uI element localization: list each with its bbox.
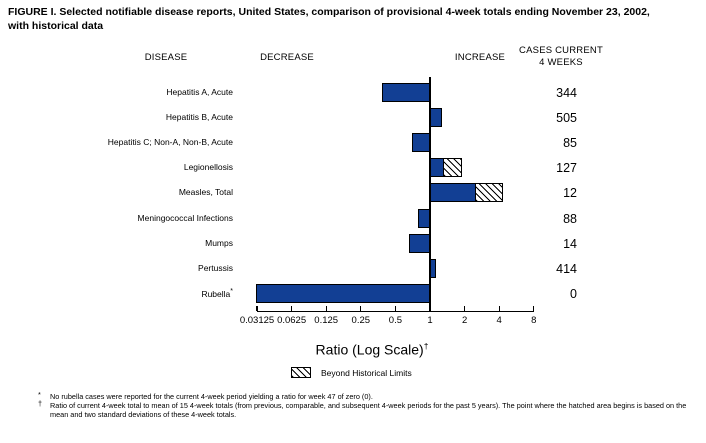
- ratio-bar: [409, 233, 430, 253]
- cases-count: 12: [563, 186, 577, 201]
- legend: Beyond Historical Limits: [291, 367, 412, 378]
- disease-label: Hepatitis A, Acute: [166, 86, 233, 97]
- footnote-ratio-definition: Ratio of current 4-week total to mean of…: [50, 401, 687, 420]
- baseline-rule: [429, 77, 431, 312]
- x-axis-tick: [394, 305, 396, 311]
- footnote-dagger-marker: †: [38, 399, 43, 408]
- x-axis-tick-label: 2: [461, 314, 468, 326]
- x-axis-line: [256, 310, 534, 312]
- disease-label: Mumps: [205, 237, 233, 248]
- x-axis-tick-label: 1: [427, 314, 433, 326]
- x-axis-title: Ratio (Log Scale)†: [315, 341, 429, 358]
- x-axis-tick: [360, 305, 362, 311]
- beyond-historical-limits-bar: [475, 183, 504, 203]
- beyond-historical-limits-bar: [443, 158, 463, 178]
- hatched-swatch-icon: [291, 367, 311, 378]
- x-axis-tick-label: 0.125: [314, 314, 339, 326]
- x-axis-tick-label: 0.03125: [239, 314, 275, 326]
- dagger-icon: †: [423, 341, 429, 351]
- cases-count: 85: [563, 135, 577, 150]
- x-axis-tick-label: 0.0625: [277, 314, 307, 326]
- x-axis-tick: [464, 305, 466, 311]
- disease-label: Hepatitis B, Acute: [165, 111, 233, 122]
- column-header-increase: INCREASE: [454, 52, 506, 63]
- x-axis-tick: [325, 305, 327, 311]
- figure-title-line1: FIGURE I. Selected notifiable disease re…: [8, 6, 650, 18]
- x-axis-tick-label: 8: [531, 314, 537, 326]
- ratio-bar: [430, 183, 477, 203]
- asterisk-icon: *: [230, 288, 233, 296]
- ratio-bar: [255, 284, 430, 304]
- figure-title-line2: with historical data: [8, 19, 104, 32]
- disease-label: Rubella*: [201, 288, 233, 299]
- cases-count: 14: [563, 236, 577, 251]
- x-axis-tick: [533, 305, 535, 311]
- ratio-bar: [412, 132, 430, 152]
- ratio-bar: [430, 107, 442, 127]
- column-header-disease: DISEASE: [144, 52, 188, 63]
- disease-label: Meningococcal Infections: [137, 212, 233, 223]
- footnote-asterisk-marker: *: [38, 390, 41, 399]
- x-axis-tick-label: 0.25: [351, 314, 371, 326]
- legend-label: Beyond Historical Limits: [321, 367, 412, 378]
- x-axis-tick: [429, 305, 431, 311]
- cases-count: 0: [570, 287, 577, 302]
- ratio-bar: [430, 258, 436, 278]
- x-axis-tick-label: 4: [496, 314, 502, 326]
- column-header-cases-current: CASES CURRENT 4 WEEKS: [519, 45, 603, 68]
- cases-count: 88: [563, 211, 577, 226]
- x-axis-tick: [498, 305, 500, 311]
- cases-count: 344: [556, 85, 577, 100]
- ratio-bar: [417, 208, 430, 228]
- x-axis-tick: [256, 305, 258, 311]
- x-axis-tick-label: 0.5: [388, 314, 402, 326]
- disease-label: Measles, Total: [178, 187, 233, 198]
- footnote-rubella: No rubella cases were reported for the c…: [50, 392, 373, 401]
- cases-count: 414: [556, 261, 577, 276]
- figure-title: FIGURE I. Selected notifiable disease re…: [8, 6, 702, 33]
- disease-label: Legionellosis: [183, 162, 233, 173]
- cases-count: 127: [556, 161, 577, 176]
- cases-count: 505: [556, 110, 577, 125]
- column-header-decrease: DECREASE: [260, 52, 314, 63]
- x-axis-tick: [291, 305, 293, 311]
- ratio-bar: [381, 82, 430, 102]
- disease-label: Pertussis: [198, 262, 233, 273]
- disease-label: Hepatitis C; Non-A, Non-B, Acute: [107, 136, 233, 147]
